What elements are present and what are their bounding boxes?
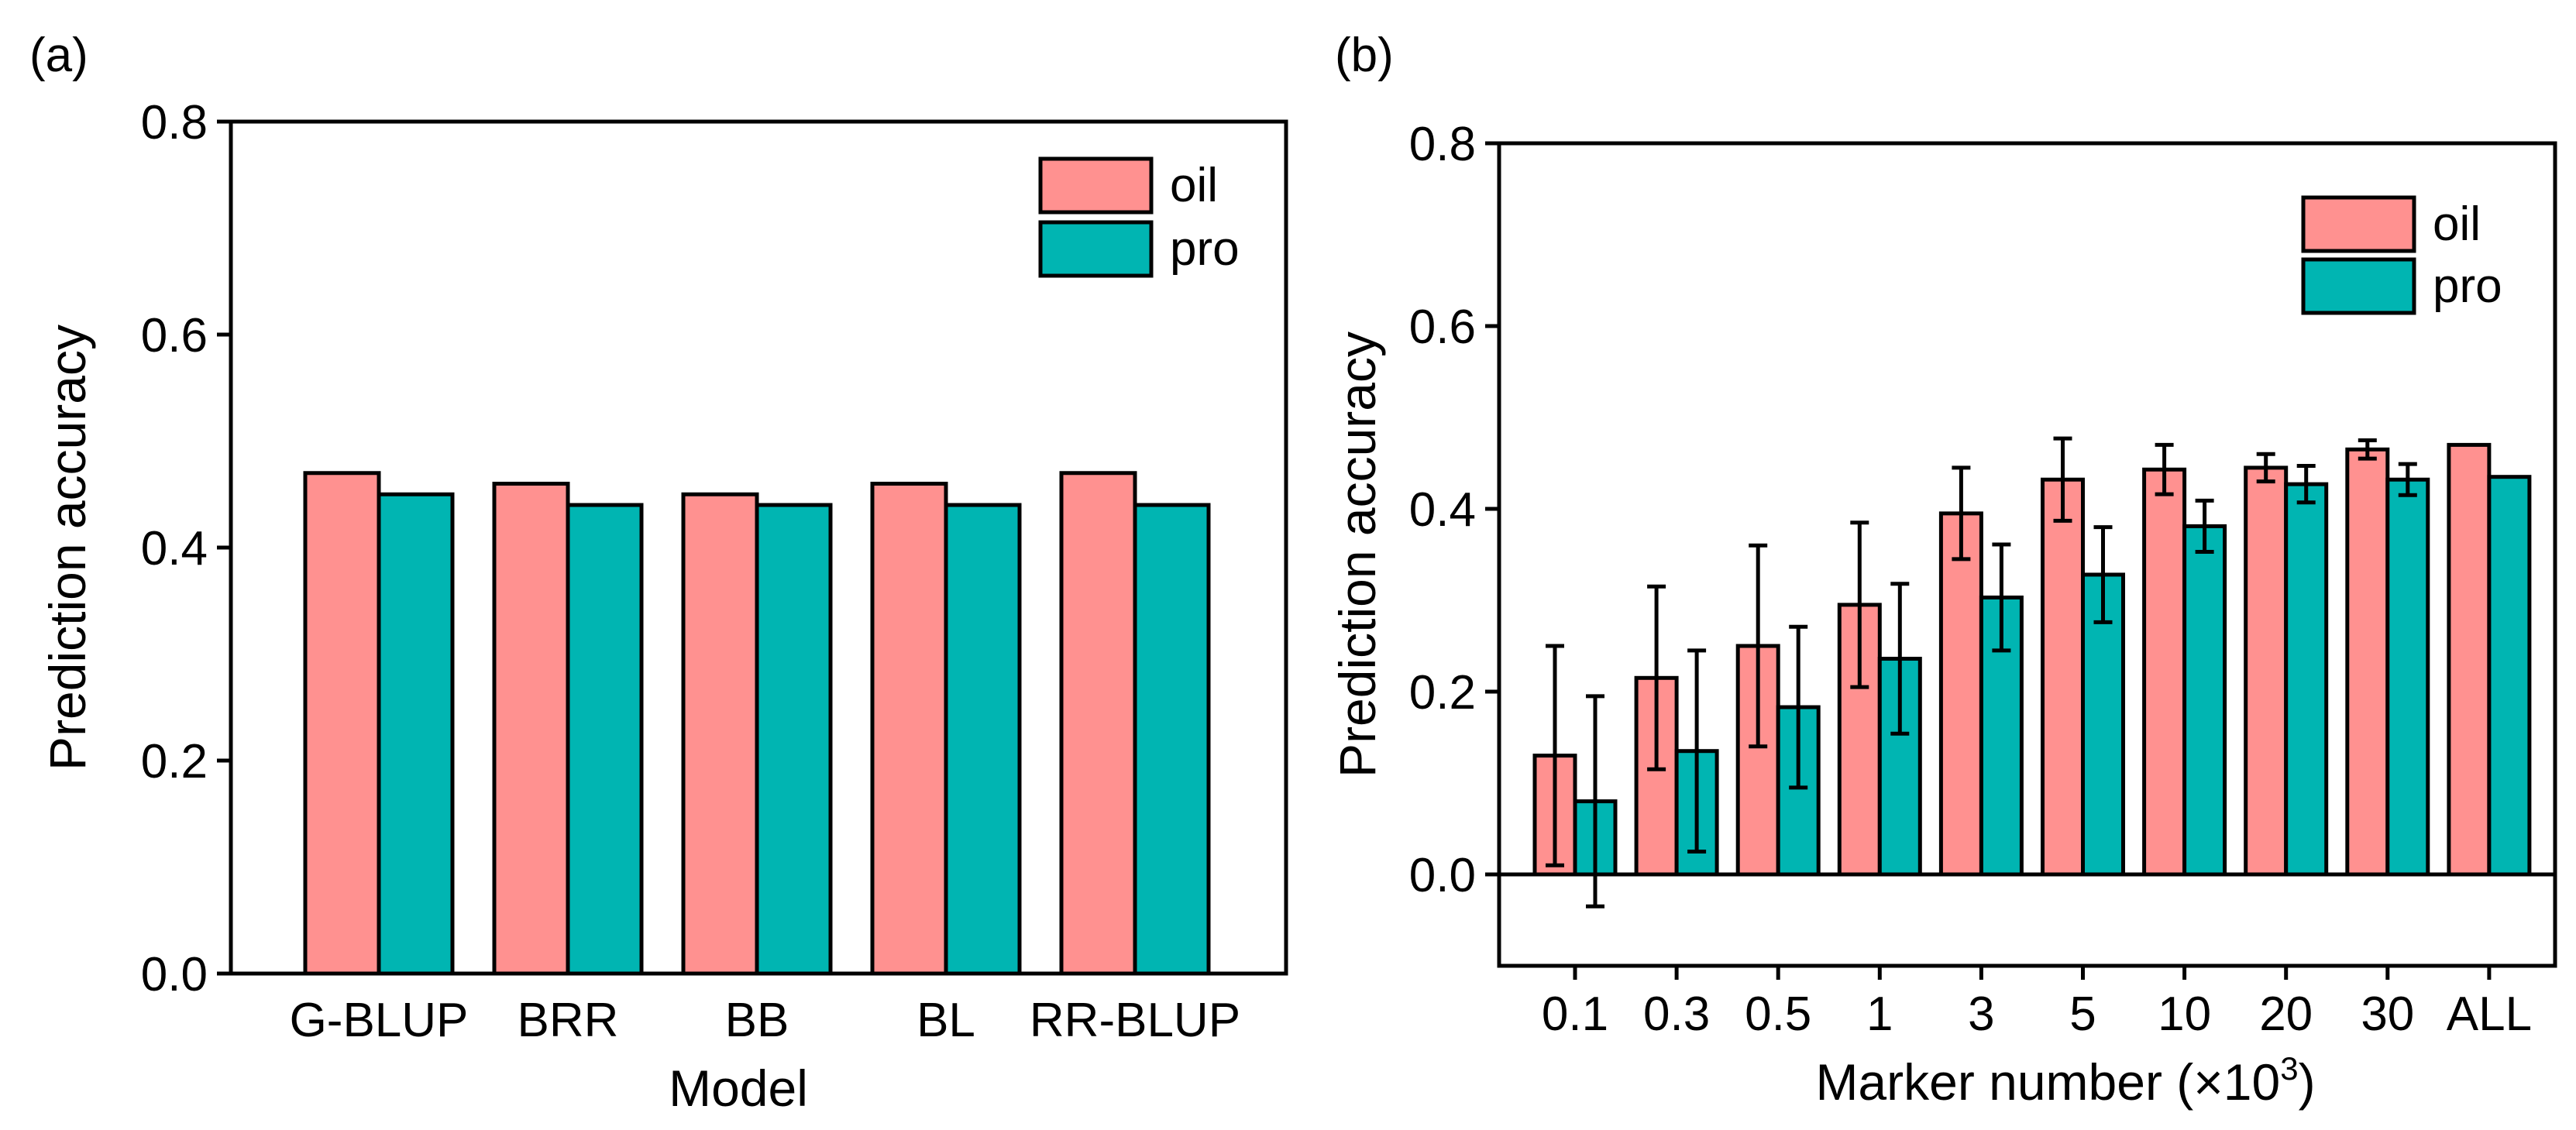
panel-a-legend: oil pro bbox=[1038, 156, 1240, 278]
panel-b-x-tick-label: 20 bbox=[2259, 987, 2313, 1041]
legend-swatch-pro bbox=[2301, 257, 2416, 315]
panel-b-bar-oil-5 bbox=[2041, 477, 2085, 877]
panel-b-bar-oil-30 bbox=[2345, 447, 2390, 877]
panel-b-error-bar-oil-5 bbox=[2053, 436, 2072, 523]
panel-a-bar-oil-brr bbox=[492, 482, 570, 976]
panel-a-x-axis-title: Model bbox=[669, 1060, 808, 1117]
panel-b-error-bar-oil-1 bbox=[1850, 520, 1869, 689]
panel-a-x-ticks: G-BLUP BRR BB BL RR-BLUP bbox=[290, 994, 1241, 1047]
panel-b-error-bar-pro-10 bbox=[2195, 498, 2214, 554]
panel-b-bar-pro-5 bbox=[2081, 572, 2125, 877]
panel-b-label: (b) bbox=[1335, 29, 1394, 82]
panel-a-y-tick-label: 0.0 bbox=[141, 948, 208, 1001]
panel-b-bar-oil-all bbox=[2447, 442, 2492, 877]
panel-a-y-tick-label: 0.6 bbox=[141, 309, 208, 362]
panel-b-error-bar-pro-0-5 bbox=[1789, 624, 1808, 790]
panel-b-bar-pro-10 bbox=[2182, 524, 2227, 877]
panel-b-error-bar-oil-30 bbox=[2358, 438, 2377, 461]
panel-b-x-tick-label: 30 bbox=[2361, 987, 2414, 1041]
panel-a-bar-pro-bl bbox=[944, 503, 1022, 976]
legend-label-pro: pro bbox=[1170, 222, 1240, 276]
panel-b-y-tick-label: 0.4 bbox=[1409, 483, 1476, 537]
panel-b-y-tick-label: 0.8 bbox=[1409, 118, 1476, 171]
panel-b-error-bar-oil-0-3 bbox=[1647, 584, 1666, 771]
panel-a-bar-pro-g-blup bbox=[377, 492, 455, 976]
panel-b-y-axis-title: Prediction accuracy bbox=[1329, 331, 1386, 778]
panel-b-error-bar-oil-3 bbox=[1952, 465, 1971, 562]
panel-a-bar-oil-rr-blup bbox=[1059, 471, 1137, 976]
panel-b-x-tick-label: 10 bbox=[2158, 987, 2211, 1041]
panel-b-error-bar-oil-0-1 bbox=[1546, 644, 1564, 867]
panel-b-x-ticks: 0.1 0.3 0.5 1 3 5 10 20 30 ALL bbox=[1542, 966, 2532, 1041]
panel-b-bar-oil-10 bbox=[2142, 467, 2187, 877]
panel-b-x-tick-label: 1 bbox=[1866, 987, 1893, 1041]
panel-b-error-bar-pro-0-1 bbox=[1586, 694, 1604, 908]
panel-b-x-axis-title-superscript: 3 bbox=[2280, 1050, 2298, 1087]
panel-b-y-tick-label: 0.2 bbox=[1409, 666, 1476, 720]
panel-a-chart: (a) 0.0 0.2 0.4 0.6 0.8 G-BLUP BRR BB BL RR-BLUP… bbox=[29, 29, 1288, 1117]
panel-a-x-tick-label: BRR bbox=[518, 994, 619, 1047]
panel-b-error-bar-pro-3 bbox=[1992, 542, 2011, 653]
panel-a-bar-oil-g-blup bbox=[303, 471, 381, 976]
panel-a-bar-pro-bb bbox=[755, 503, 833, 976]
panel-a-y-tick-label: 0.8 bbox=[141, 96, 208, 149]
panel-b-x-tick-label: 0.5 bbox=[1745, 987, 1811, 1041]
panel-b-error-bar-pro-5 bbox=[2093, 525, 2113, 624]
legend-swatch-oil bbox=[1038, 156, 1154, 215]
panel-b-error-bar-oil-0-5 bbox=[1749, 543, 1768, 749]
panel-b-legend: oil pro bbox=[2301, 195, 2502, 315]
panel-b-bar-pro-all bbox=[2487, 475, 2532, 877]
panel-a-label: (a) bbox=[29, 29, 88, 82]
panel-b-bar-oil-20 bbox=[2244, 465, 2289, 877]
panel-a-y-ticks: 0.0 0.2 0.4 0.6 0.8 bbox=[141, 96, 231, 1001]
panel-a-y-tick-label: 0.4 bbox=[141, 522, 208, 575]
panel-b-x-tick-label: 0.1 bbox=[1542, 987, 1608, 1041]
panel-a-x-tick-label: RR-BLUP bbox=[1030, 994, 1240, 1047]
panel-a-x-tick-label: G-BLUP bbox=[290, 994, 469, 1047]
panel-a-bar-oil-bl bbox=[870, 482, 948, 976]
panel-b-error-bar-pro-1 bbox=[1890, 582, 1910, 736]
panel-a-x-tick-label: BL bbox=[917, 994, 975, 1047]
panel-b-error-bar-oil-20 bbox=[2256, 452, 2275, 484]
panel-b-x-tick-label: ALL bbox=[2447, 987, 2532, 1041]
panel-b-error-bar-oil-10 bbox=[2155, 442, 2174, 496]
legend-swatch-pro bbox=[1038, 220, 1154, 278]
panel-b-x-axis-title: Marker number (×103) bbox=[1815, 1050, 2315, 1111]
legend-label-pro: pro bbox=[2433, 259, 2502, 313]
legend-label-oil: oil bbox=[2433, 197, 2481, 251]
panel-a-y-tick-label: 0.2 bbox=[141, 735, 208, 788]
panel-b-y-ticks: 0.0 0.2 0.4 0.6 0.8 bbox=[1409, 118, 1499, 902]
panel-a-x-tick-label: BB bbox=[725, 994, 789, 1047]
panel-b-plot-frame bbox=[1497, 141, 2557, 968]
legend-swatch-oil bbox=[2301, 195, 2416, 253]
legend-label-oil: oil bbox=[1170, 159, 1218, 212]
panel-b-x-axis-title-main: Marker number (×10 bbox=[1815, 1053, 2280, 1111]
panel-b-chart: (b) 0.0 0.2 0.4 0.6 0.8 0.1 0.3 0.5 1 3 5 10 20 30 AL… bbox=[1329, 29, 2557, 1111]
panel-b-error-bar-pro-0-3 bbox=[1687, 648, 1707, 854]
panel-b-x-axis-title-suffix: ) bbox=[2299, 1053, 2316, 1111]
panel-b-x-tick-label: 5 bbox=[2069, 987, 2096, 1041]
panel-a-bar-pro-brr bbox=[566, 503, 644, 976]
panel-b-error-bar-pro-20 bbox=[2296, 464, 2316, 505]
panel-b-bars bbox=[1532, 436, 2532, 908]
panel-b-bar-oil-3 bbox=[1938, 511, 1983, 877]
panel-a-bars bbox=[303, 471, 1211, 976]
panel-b-x-tick-label: 0.3 bbox=[1643, 987, 1710, 1041]
panel-b-x-tick-label: 3 bbox=[1968, 987, 1994, 1041]
panel-b-error-bar-pro-30 bbox=[2398, 462, 2417, 497]
panel-b-y-tick-label: 0.6 bbox=[1409, 301, 1476, 354]
panel-a-bar-oil-bb bbox=[681, 492, 759, 976]
panel-b-bar-pro-30 bbox=[2385, 477, 2430, 877]
panel-a-bar-pro-rr-blup bbox=[1133, 503, 1211, 976]
panel-b-bar-pro-20 bbox=[2284, 482, 2329, 877]
panel-b-y-tick-label: 0.0 bbox=[1409, 849, 1476, 902]
panel-a-y-axis-title: Prediction accuracy bbox=[39, 325, 96, 771]
